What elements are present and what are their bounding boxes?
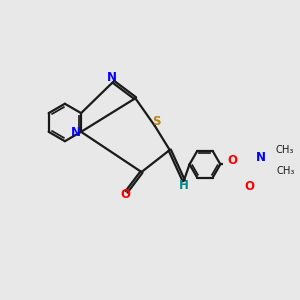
Text: CH₃: CH₃	[275, 146, 294, 155]
Text: H: H	[179, 179, 189, 192]
Text: O: O	[227, 154, 237, 167]
Text: CH₃: CH₃	[277, 167, 295, 176]
Text: N: N	[106, 71, 117, 85]
Text: O: O	[244, 181, 254, 194]
Text: O: O	[120, 188, 130, 200]
Text: N: N	[256, 151, 266, 164]
Text: N: N	[71, 126, 81, 140]
Text: S: S	[152, 115, 160, 128]
